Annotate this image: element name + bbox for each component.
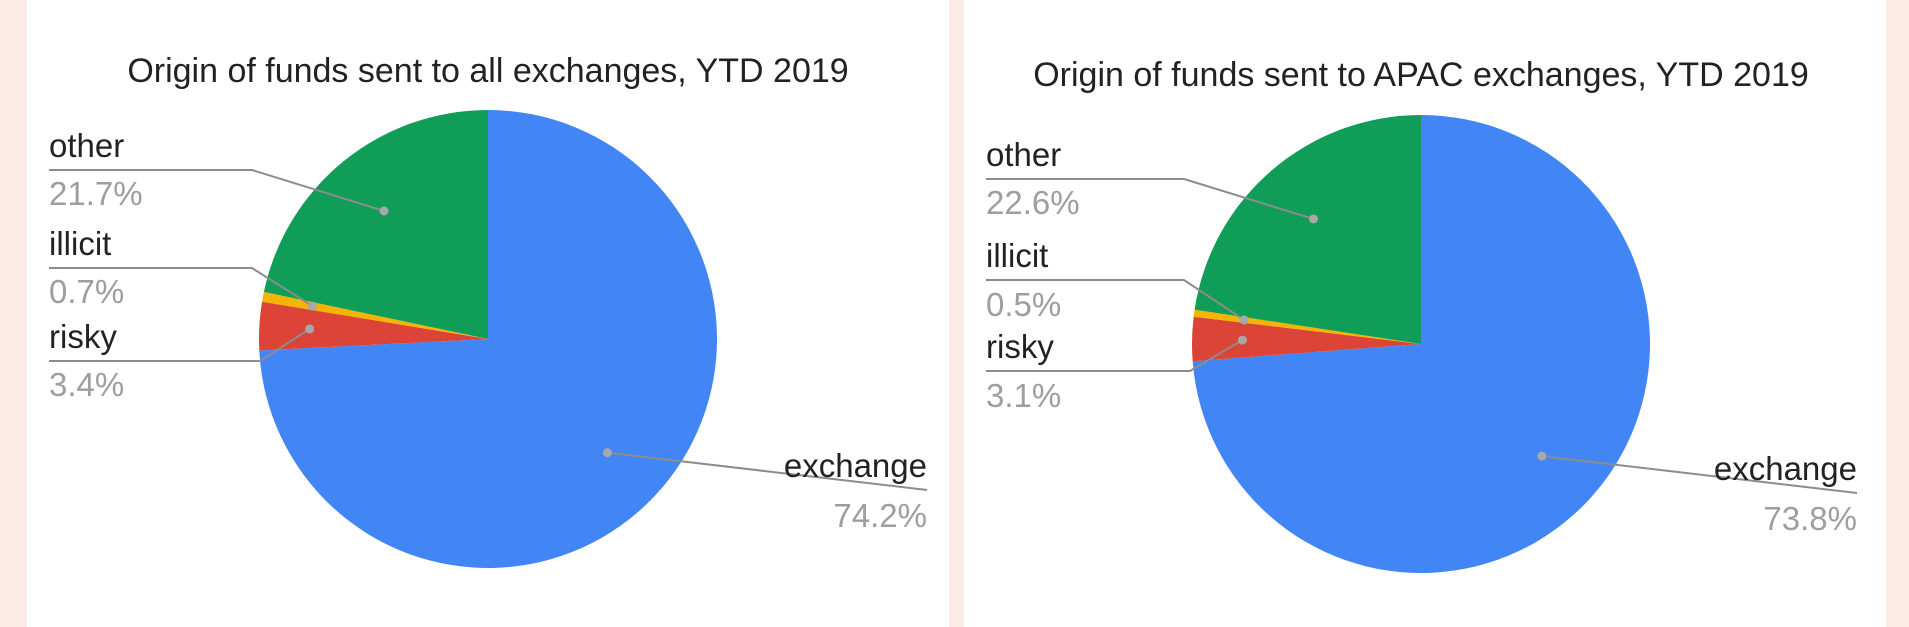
leader-line-risky <box>986 339 1243 372</box>
leader-dot-risky <box>1237 335 1247 345</box>
slice-label-risky: risky <box>49 318 117 355</box>
chart-title: Origin of funds sent to APAC exchanges, … <box>1033 56 1809 94</box>
slice-label-other: other <box>986 136 1061 173</box>
slice-percent-risky: 3.4% <box>49 366 124 403</box>
pie-slice-other <box>263 110 488 339</box>
leader-dot-other <box>379 206 389 216</box>
slice-percent-illicit: 0.5% <box>986 286 1061 323</box>
slice-label-exchange: exchange <box>784 447 927 484</box>
slice-label-risky: risky <box>986 328 1054 365</box>
slice-percent-other: 21.7% <box>49 175 143 212</box>
leader-line-exchange <box>607 451 928 491</box>
pie-slice-risky <box>259 301 488 351</box>
pie-slice-exchange <box>259 110 717 569</box>
slice-percent-exchange: 73.8% <box>1763 500 1857 537</box>
leader-line-other <box>986 178 1314 220</box>
leader-line-risky <box>49 328 311 362</box>
chart-panel-apac-exchanges: Origin of funds sent to APAC exchanges, … <box>964 0 1886 627</box>
chart-panel-all-exchanges: Origin of funds sent to all exchanges, Y… <box>27 0 949 627</box>
slice-label-other: other <box>49 127 124 164</box>
pie-slices <box>1192 115 1650 574</box>
leader-line-illicit <box>986 279 1245 321</box>
leader-dot-other <box>1309 214 1319 224</box>
pie-slice-other <box>1194 115 1421 344</box>
chart-title: Origin of funds sent to all exchanges, Y… <box>127 52 848 90</box>
slice-percent-illicit: 0.7% <box>49 273 124 310</box>
pie-slice-risky <box>1192 316 1421 362</box>
pie-chart-all-exchanges: Origin of funds sent to all exchanges, Y… <box>49 52 928 569</box>
pie-slice-exchange <box>1192 115 1650 574</box>
leader-dot-exchange <box>1537 451 1547 461</box>
pie-slice-illicit <box>1193 309 1421 344</box>
leader-dot-illicit <box>1239 315 1249 325</box>
slice-label-exchange: exchange <box>1714 450 1857 487</box>
leader-line-other <box>49 169 385 212</box>
slice-label-illicit: illicit <box>49 225 111 262</box>
slice-percent-risky: 3.1% <box>986 377 1061 414</box>
leader-dot-exchange <box>602 448 612 458</box>
slice-label-illicit: illicit <box>986 237 1048 274</box>
slice-percent-other: 22.6% <box>986 184 1080 221</box>
leader-dot-risky <box>305 324 315 334</box>
pie-slices <box>259 110 717 569</box>
pie-chart-apac-exchanges: Origin of funds sent to APAC exchanges, … <box>986 56 1858 574</box>
pie-slice-illicit <box>262 291 488 339</box>
leader-line-exchange <box>1541 455 1858 494</box>
slice-percent-exchange: 74.2% <box>833 497 927 534</box>
leader-line-illicit <box>49 267 313 307</box>
leader-dot-illicit <box>307 301 317 311</box>
